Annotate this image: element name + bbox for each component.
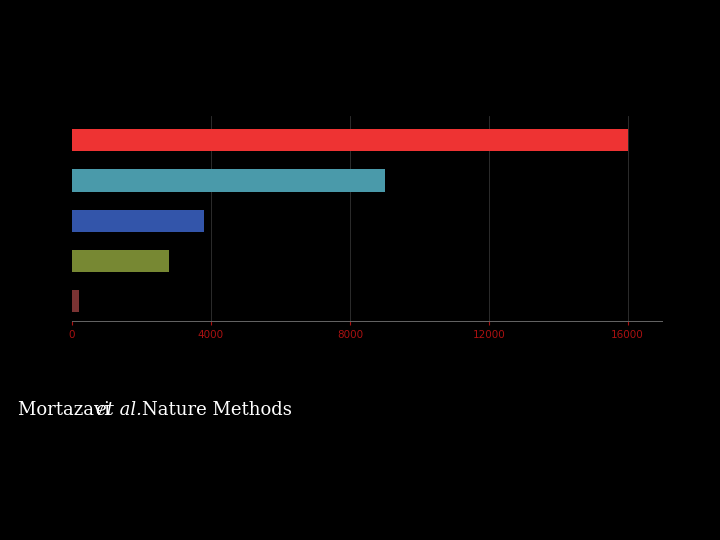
Bar bbox=[72, 290, 79, 312]
Text: Mortazavi: Mortazavi bbox=[18, 401, 116, 420]
Text: et al.: et al. bbox=[96, 401, 142, 420]
Bar bbox=[72, 170, 384, 192]
Bar bbox=[72, 210, 204, 232]
Text: Nature Methods: Nature Methods bbox=[133, 401, 292, 420]
Bar bbox=[72, 129, 628, 151]
Text: A4. Novel transcript discovery (genes): A4. Novel transcript discovery (genes) bbox=[18, 31, 586, 60]
Bar bbox=[72, 250, 169, 272]
